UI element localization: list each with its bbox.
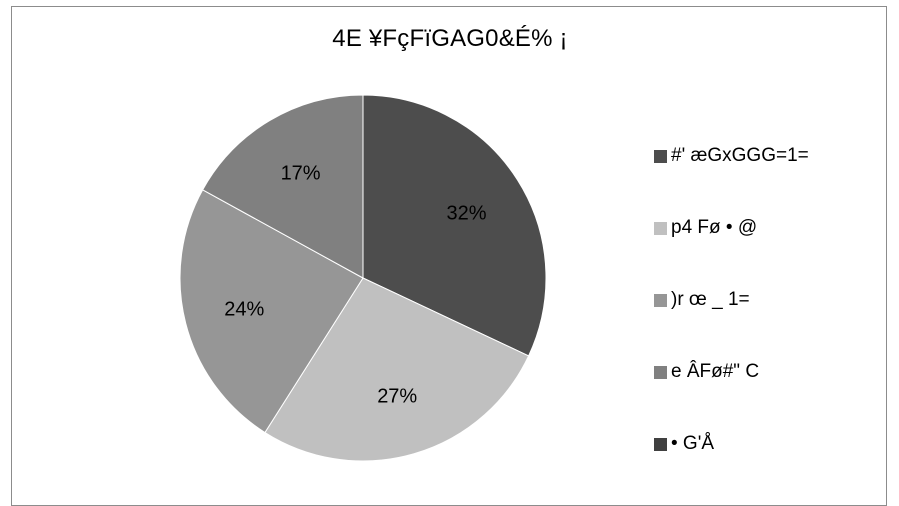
legend-label-4: e ÂFø#" C: [671, 361, 760, 382]
legend-label-2: p4 Fø • @: [671, 217, 758, 238]
legend-swatch-3: [654, 293, 667, 307]
legend-swatch-1: [654, 149, 667, 163]
legend-item-3: )r œ _ 1=: [654, 288, 750, 312]
slice-label-3: 24%: [224, 298, 264, 320]
legend-swatch-2: [654, 221, 667, 235]
legend-item-1: #' æGxGGG=1=: [654, 144, 809, 168]
legend-item-5: • G'Å: [654, 432, 714, 456]
legend-swatch-4: [654, 365, 667, 379]
legend-label-3: )r œ _ 1=: [671, 289, 750, 310]
pie-slice-2: [264, 277, 530, 462]
slice-label-1: 32%: [447, 202, 487, 224]
pie-slice-3: [179, 189, 364, 434]
chart-frame: 4E ¥FçFïGAG0&É% ¡ 32% 27% 24% 17% #' æGxGGG…: [11, 6, 887, 506]
chart-title: 4E ¥FçFïGAG0&É% ¡: [332, 25, 568, 52]
legend-label-5: • G'Å: [671, 433, 715, 454]
pie-slice-1: [362, 94, 547, 357]
slice-label-4: 17%: [281, 162, 321, 184]
pie-slice-4: [201, 94, 364, 279]
legend-swatch-5: [654, 437, 667, 451]
legend-label-1: #' æGxGGG=1=: [671, 145, 809, 166]
pie-chart: 32% 27% 24% 17%: [179, 94, 547, 462]
slice-label-2: 27%: [377, 386, 417, 408]
legend-item-4: e ÂFø#" C: [654, 360, 759, 384]
legend-item-2: p4 Fø • @: [654, 216, 757, 240]
